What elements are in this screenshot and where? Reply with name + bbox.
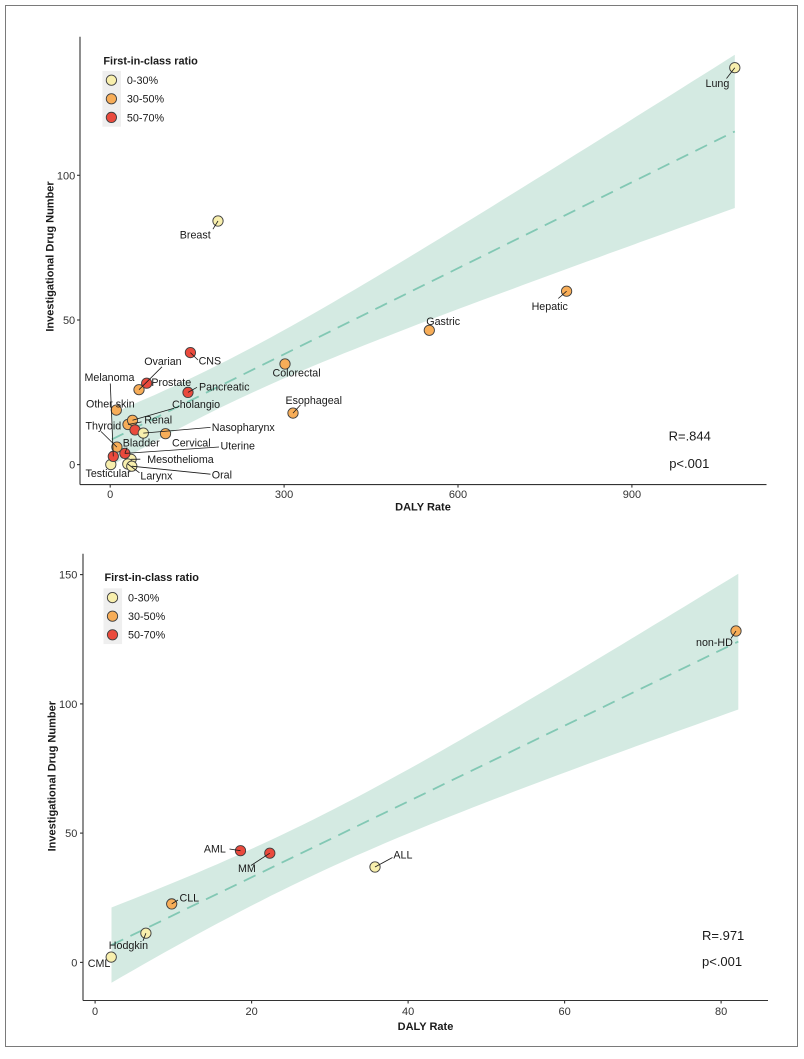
svg-text:Hepatic: Hepatic bbox=[532, 301, 569, 313]
svg-text:600: 600 bbox=[449, 489, 467, 501]
svg-text:0: 0 bbox=[71, 957, 77, 969]
svg-text:30-50%: 30-50% bbox=[128, 611, 166, 623]
svg-text:0: 0 bbox=[69, 460, 75, 472]
svg-text:CNS: CNS bbox=[199, 356, 222, 368]
svg-text:100: 100 bbox=[57, 170, 75, 182]
svg-text:Esophageal: Esophageal bbox=[286, 395, 342, 407]
svg-text:150: 150 bbox=[59, 570, 77, 582]
svg-text:0-30%: 0-30% bbox=[127, 75, 159, 87]
svg-text:40: 40 bbox=[402, 1006, 414, 1018]
svg-text:Prostate: Prostate bbox=[151, 377, 191, 389]
svg-text:60: 60 bbox=[558, 1006, 570, 1018]
svg-text:Bladder: Bladder bbox=[123, 437, 160, 449]
svg-text:0-30%: 0-30% bbox=[128, 593, 160, 605]
svg-text:0: 0 bbox=[107, 489, 113, 501]
svg-text:30-50%: 30-50% bbox=[127, 94, 165, 106]
svg-text:100: 100 bbox=[59, 699, 77, 711]
svg-text:DALY Rate: DALY Rate bbox=[395, 502, 451, 514]
svg-text:Cervical: Cervical bbox=[172, 437, 211, 449]
svg-text:non-HD: non-HD bbox=[696, 637, 733, 649]
svg-text:First-in-class ratio: First-in-class ratio bbox=[105, 572, 200, 584]
svg-text:300: 300 bbox=[275, 489, 293, 501]
svg-text:Other skin: Other skin bbox=[86, 398, 135, 410]
svg-text:900: 900 bbox=[623, 489, 641, 501]
svg-text:Oral: Oral bbox=[212, 469, 232, 481]
svg-text:Mesothelioma: Mesothelioma bbox=[147, 454, 214, 466]
svg-text:Nasopharynx: Nasopharynx bbox=[212, 422, 276, 434]
svg-text:p<.001: p<.001 bbox=[669, 456, 709, 471]
svg-text:20: 20 bbox=[245, 1006, 257, 1018]
svg-text:ALL: ALL bbox=[393, 850, 412, 862]
svg-text:Renal: Renal bbox=[144, 415, 172, 427]
svg-text:80: 80 bbox=[715, 1006, 727, 1018]
svg-text:50-70%: 50-70% bbox=[127, 112, 165, 124]
svg-text:CML: CML bbox=[88, 958, 111, 970]
svg-text:Ovarian: Ovarian bbox=[144, 356, 181, 368]
svg-text:Uterine: Uterine bbox=[221, 440, 256, 452]
svg-text:p<.001: p<.001 bbox=[702, 954, 742, 969]
svg-text:50-70%: 50-70% bbox=[128, 630, 166, 642]
svg-text:Melanoma: Melanoma bbox=[85, 372, 135, 384]
svg-text:Investigational Drug Number: Investigational Drug Number bbox=[45, 181, 57, 332]
svg-text:0: 0 bbox=[92, 1006, 98, 1018]
svg-text:Testicular: Testicular bbox=[86, 468, 132, 480]
svg-text:R=.971: R=.971 bbox=[702, 928, 744, 943]
svg-text:DALY Rate: DALY Rate bbox=[398, 1021, 454, 1033]
svg-text:Hodgkin: Hodgkin bbox=[109, 940, 148, 952]
svg-text:Gastric: Gastric bbox=[426, 316, 461, 328]
svg-text:Cholangio: Cholangio bbox=[172, 399, 220, 411]
svg-text:Pancreatic: Pancreatic bbox=[199, 381, 250, 393]
svg-text:Larynx: Larynx bbox=[140, 470, 173, 482]
svg-text:50: 50 bbox=[65, 828, 77, 840]
svg-text:Investigational Drug Number: Investigational Drug Number bbox=[47, 700, 59, 851]
svg-text:Colorectal: Colorectal bbox=[273, 367, 321, 379]
svg-text:First-in-class ratio: First-in-class ratio bbox=[103, 56, 198, 68]
svg-text:50: 50 bbox=[63, 315, 75, 327]
svg-text:CLL: CLL bbox=[180, 892, 200, 904]
svg-text:R=.844: R=.844 bbox=[669, 428, 711, 443]
svg-text:Thyroid: Thyroid bbox=[86, 421, 122, 433]
svg-text:MM: MM bbox=[238, 863, 256, 875]
svg-text:Breast: Breast bbox=[180, 229, 211, 241]
svg-text:AML: AML bbox=[204, 844, 226, 856]
svg-text:Lung: Lung bbox=[706, 78, 730, 90]
